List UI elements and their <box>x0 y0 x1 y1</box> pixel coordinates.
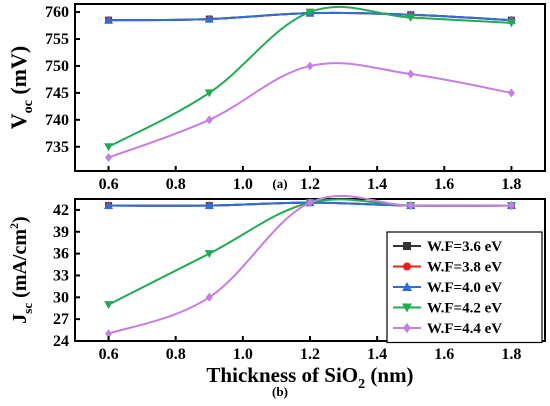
x-tick-label: 1.0 <box>233 176 253 193</box>
y-tick-label: 42 <box>53 202 69 219</box>
x-tick-label: 1.0 <box>233 346 253 363</box>
data-point <box>205 292 213 302</box>
x-tick-label: 1.6 <box>434 176 454 193</box>
data-point <box>407 69 415 79</box>
legend-marker <box>403 242 411 250</box>
y-tick-label: 24 <box>53 333 69 350</box>
data-point <box>204 250 214 259</box>
x-tick-label: 1.8 <box>501 346 521 363</box>
y-tick-label: 30 <box>53 289 69 306</box>
data-point <box>306 198 314 208</box>
x-tick-label: 0.6 <box>99 176 119 193</box>
x-tick-label: 1.8 <box>501 176 521 193</box>
panel-b: 0.6 0.8 1.0 1.2 1.4 1.6 1.8 24 27 30 33 36 39 42 Jsc … <box>7 194 546 399</box>
data-point <box>507 201 515 211</box>
legend-label: W.F=3.6 eV <box>427 239 502 255</box>
data-point <box>104 301 114 310</box>
data-point <box>306 61 314 71</box>
y-tick-label: 755 <box>45 31 69 48</box>
data-point <box>105 153 113 163</box>
legend-label: W.F=3.8 eV <box>427 260 502 276</box>
legend-marker <box>402 303 412 313</box>
series-line-4 <box>108 62 512 159</box>
y-tick-label: 745 <box>45 85 69 102</box>
data-point <box>506 19 516 28</box>
panel-label-a: (a) <box>272 176 287 191</box>
data-point <box>507 88 515 98</box>
legend-marker <box>403 323 411 333</box>
x-tick-label: 1.4 <box>367 346 387 363</box>
legend-label: W.F=4.4 eV <box>427 321 502 337</box>
y-axis-title-a: Voc (mV) <box>6 46 36 129</box>
y-tick-label: 27 <box>53 311 69 328</box>
x-tick-label: 0.6 <box>99 346 119 363</box>
legend: W.F=3.6 eV W.F=3.8 eV W.F=4.0 eV W.F=4.2 eV… <box>386 231 543 344</box>
legend-label: W.F=4.2 eV <box>427 301 502 317</box>
series-line-3 <box>108 5 512 148</box>
data-point <box>204 89 214 98</box>
data-point <box>205 115 213 125</box>
y-tick-label: 735 <box>45 139 69 156</box>
legend-marker <box>402 282 412 291</box>
y-tick-label: 39 <box>53 224 69 241</box>
legend-label: W.F=4.0 eV <box>427 280 502 296</box>
panel-a: 0.6 0.8 1.0 1.2 1.4 1.6 1.8735740745750755760 … <box>6 3 546 193</box>
panel-label-b: (b) <box>272 384 288 399</box>
y-tick-label: 750 <box>45 58 69 75</box>
x-tick-label: 0.8 <box>166 176 186 193</box>
y-axis-title-b: Jsc (mA/cm2) <box>7 216 35 323</box>
data-point <box>104 15 114 24</box>
y-tick-label: 36 <box>53 246 69 263</box>
x-tick-label: 0.8 <box>166 346 186 363</box>
plot-frame-a <box>74 3 546 172</box>
x-axis-title: Thickness of SiO2 (nm) <box>206 363 413 392</box>
data-point <box>104 201 114 210</box>
data-point <box>305 8 315 17</box>
x-tick-label: 1.4 <box>367 176 387 193</box>
y-tick-label: 33 <box>53 267 69 284</box>
data-point <box>204 14 214 23</box>
y-tick-label: 760 <box>45 4 69 21</box>
x-tick-label: 1.2 <box>300 176 320 193</box>
data-point <box>105 329 113 339</box>
legend-marker <box>403 262 411 271</box>
x-tick-label: 1.2 <box>300 346 320 363</box>
data-point <box>204 201 214 210</box>
data-point <box>406 13 416 22</box>
x-tick-label: 1.6 <box>434 346 454 363</box>
y-tick-label: 740 <box>45 112 69 129</box>
data-point <box>407 201 415 211</box>
data-point <box>104 143 114 152</box>
